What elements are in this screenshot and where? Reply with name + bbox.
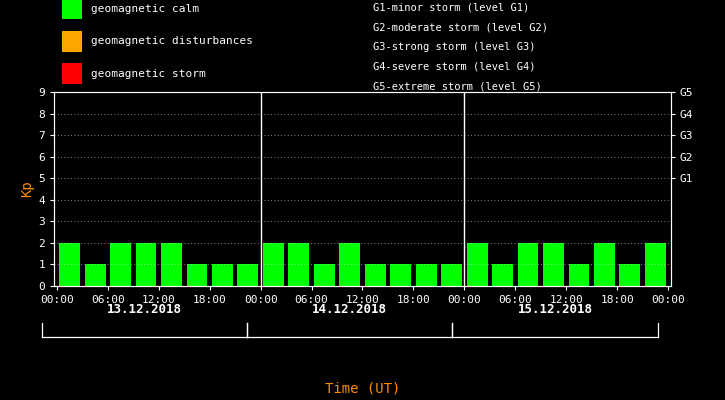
Bar [619, 264, 640, 286]
Text: Time (UT): Time (UT) [325, 381, 400, 395]
Bar [136, 243, 157, 286]
Bar [390, 264, 411, 286]
Bar [62, 31, 82, 52]
Bar [161, 243, 182, 286]
Bar [314, 264, 335, 286]
Bar [339, 243, 360, 286]
Y-axis label: Kp: Kp [20, 181, 34, 197]
Bar [212, 264, 233, 286]
Text: G1-minor storm (level G1): G1-minor storm (level G1) [373, 2, 530, 12]
Bar [568, 264, 589, 286]
Bar [645, 243, 666, 286]
Bar [62, 64, 82, 84]
Bar [543, 243, 564, 286]
Bar [492, 264, 513, 286]
Text: geomagnetic calm: geomagnetic calm [91, 4, 199, 14]
Bar [62, 0, 82, 19]
Bar [415, 264, 436, 286]
Bar [110, 243, 131, 286]
Text: G3-strong storm (level G3): G3-strong storm (level G3) [373, 42, 536, 52]
Bar [289, 243, 310, 286]
Bar [518, 243, 539, 286]
Text: 15.12.2018: 15.12.2018 [518, 303, 592, 316]
Text: 14.12.2018: 14.12.2018 [312, 303, 387, 316]
Text: G2-moderate storm (level G2): G2-moderate storm (level G2) [373, 22, 548, 32]
Text: geomagnetic storm: geomagnetic storm [91, 69, 205, 78]
Bar [263, 243, 283, 286]
Bar [365, 264, 386, 286]
Bar [467, 243, 487, 286]
Text: 13.12.2018: 13.12.2018 [107, 303, 182, 316]
Text: geomagnetic disturbances: geomagnetic disturbances [91, 36, 252, 46]
Bar [442, 264, 462, 286]
Bar [85, 264, 106, 286]
Bar [186, 264, 207, 286]
Bar [594, 243, 615, 286]
Text: G4-severe storm (level G4): G4-severe storm (level G4) [373, 62, 536, 72]
Text: G5-extreme storm (level G5): G5-extreme storm (level G5) [373, 82, 542, 92]
Bar [59, 243, 80, 286]
Bar [238, 264, 258, 286]
